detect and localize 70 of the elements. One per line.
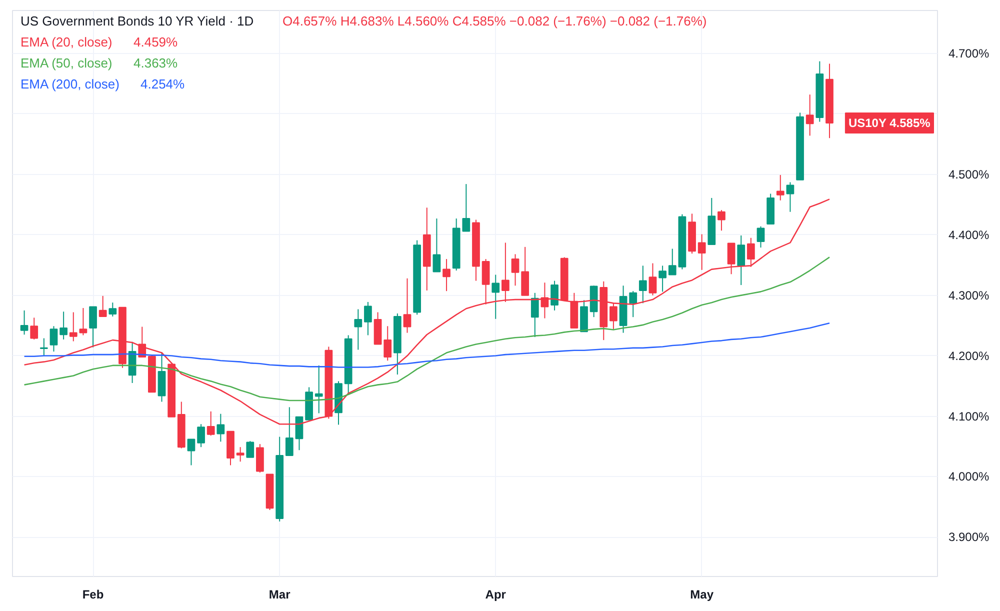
candlestick [668,248,676,276]
candlestick [403,278,412,334]
candlestick [384,326,392,362]
y-tick-label: 4.100% [948,409,990,424]
text: EMA (50, close) [20,56,112,70]
y-tick-label: 4.200% [948,348,990,363]
candlestick [432,218,441,272]
candlestick [502,242,510,302]
candlestick [629,290,638,318]
chart-title: US Government Bonds 10 YR Yield · 1D [20,14,254,28]
candlestick [746,237,755,268]
candlestick [206,410,215,436]
candlestick [776,174,784,201]
y-tick-label: 4.700% [948,46,990,60]
candlestick [246,440,254,458]
annotation: 4.459% [134,34,178,50]
y-tick-label: 3.900% [948,530,990,544]
candlestick [79,308,88,336]
candlestick [638,265,647,304]
candlestick [550,280,558,311]
annotation: O4.657% H4.683% L4.560% C4.585% −0.082 (−1.76%) −0.082 (−1.76%) [282,14,707,28]
candlestick [786,182,794,212]
annotation: 4.254% [140,76,186,92]
y-tick-label: 4.400% [948,228,990,242]
text: EMA (20, close) [20,34,112,50]
candlestick [511,254,520,286]
text: US10Y 4.585% [848,116,931,130]
candlestick [442,258,450,292]
x-tick-label: May [690,588,714,602]
candlestick [737,234,746,286]
candlestick [648,262,657,296]
x-tick-label: Mar [268,588,291,602]
candlestick [20,310,28,336]
line-series [24,256,830,402]
candlestick [89,306,97,348]
candlestick [806,94,814,136]
annotation: 4.363% [134,56,178,70]
x-tick-label: Feb [82,588,104,602]
candlestick [530,292,539,338]
y-tick-label: 4.500% [948,167,990,182]
candlestick [698,234,706,270]
candlestick [40,338,48,356]
candlestick [610,302,618,330]
candlestick [354,308,362,350]
candlestick [69,312,78,342]
candlestick [256,444,264,473]
candlestick [236,446,244,462]
candlestick [50,326,58,352]
line-series [24,322,830,368]
candlestick [658,265,666,292]
candlestick [521,246,530,296]
candlestick [60,311,68,340]
candlestick [108,302,117,317]
x-tick-label: Apr [485,588,506,602]
y-tick-label: 4.300% [948,288,990,302]
y-tick-label: 4.000% [948,470,990,484]
text: EMA (200, close) [20,76,120,92]
candlestick [314,364,323,414]
candlestick [718,210,726,232]
candlestick [364,301,372,336]
candlestick [197,424,205,448]
candlestick [482,258,490,305]
candlestick [727,242,736,275]
candlestick [756,226,765,248]
candlestick [30,317,38,340]
candlestick [285,406,294,456]
candlestick [98,295,107,317]
candlestick [187,438,196,466]
candlestick [216,413,225,442]
candlestick [492,274,500,320]
